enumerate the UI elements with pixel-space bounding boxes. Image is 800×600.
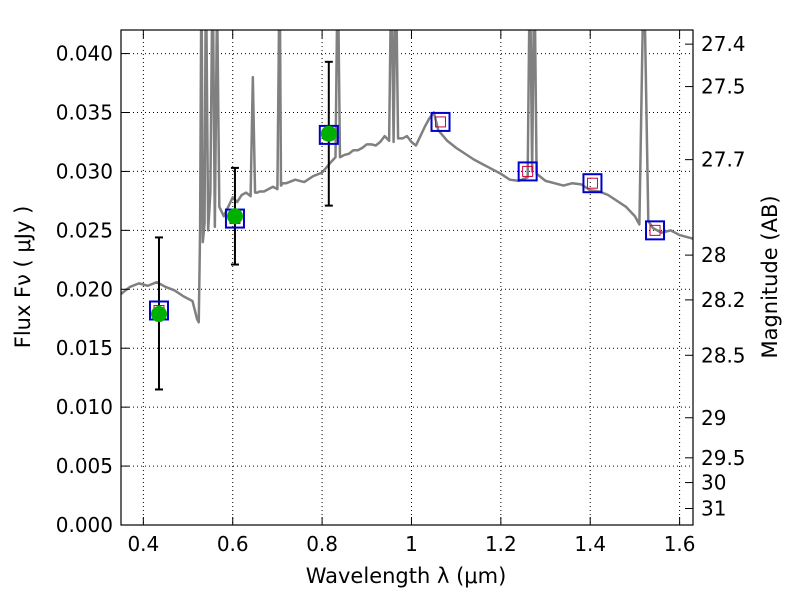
plot-frame (120, 29, 694, 526)
y-tick-label: 0.000 (56, 513, 113, 537)
y-tick-label: 0.035 (56, 101, 113, 125)
y2-tick-label: 29.5 (701, 446, 746, 470)
x-tick-label: 0.4 (127, 532, 159, 556)
model-photometry-box (430, 111, 451, 132)
x-tick-label: 1.2 (485, 532, 517, 556)
model-photometry-inner-box (435, 116, 447, 128)
y-tick-label: 0.025 (56, 218, 113, 242)
model-photometry-box (582, 173, 603, 194)
y2-tick-label: 27.5 (701, 75, 746, 99)
model-photometry-box (517, 161, 538, 182)
axes: 0.4 0.6 0.8 1 1.2 1.4 1.6 0.000 0.005 0.010 0.015 0… (56, 29, 746, 556)
y2-axis-title: Magnitude (AB) (758, 195, 782, 358)
observed-flux-point (320, 125, 337, 142)
y2-tick-label: 27.7 (701, 148, 746, 172)
y2-tick-label: 28 (701, 243, 726, 267)
model-photometry-inner-box (649, 224, 661, 236)
model-photometry-inner-box (522, 165, 534, 177)
x-tick-label: 1 (405, 532, 418, 556)
x-tick-label: 0.8 (306, 532, 338, 556)
y2-tick-label: 29 (701, 406, 726, 430)
model-spectrum-line (121, 30, 693, 324)
x-tick-label: 1.4 (574, 532, 606, 556)
x-tick-label: 0.6 (217, 532, 249, 556)
y-axis-title: Flux Fν ( μJy ) (11, 206, 35, 349)
model-photometry-box (645, 220, 666, 241)
y-tick-label: 0.005 (56, 454, 113, 478)
observed-flux-point (150, 306, 167, 323)
model-photometry-inner-box (586, 177, 598, 189)
y-tick-label: 0.040 (56, 42, 113, 66)
y-tick-label: 0.030 (56, 159, 113, 183)
x-tick-label: 1.6 (664, 532, 696, 556)
y-tick-label: 0.015 (56, 336, 113, 360)
y-tick-label: 0.010 (56, 395, 113, 419)
y-tick-label: 0.020 (56, 277, 113, 301)
observed-flux-point (226, 208, 243, 225)
y2-tick-label: 30 (701, 471, 726, 495)
x-axis-title: Wavelength λ (μm) (306, 564, 507, 588)
y2-tick-label: 28.2 (701, 288, 746, 312)
y2-tick-label: 28.5 (701, 343, 746, 367)
plot-area (121, 30, 693, 391)
y2-tick-label: 27.4 (701, 32, 746, 56)
y2-tick-label: 31 (701, 497, 726, 521)
